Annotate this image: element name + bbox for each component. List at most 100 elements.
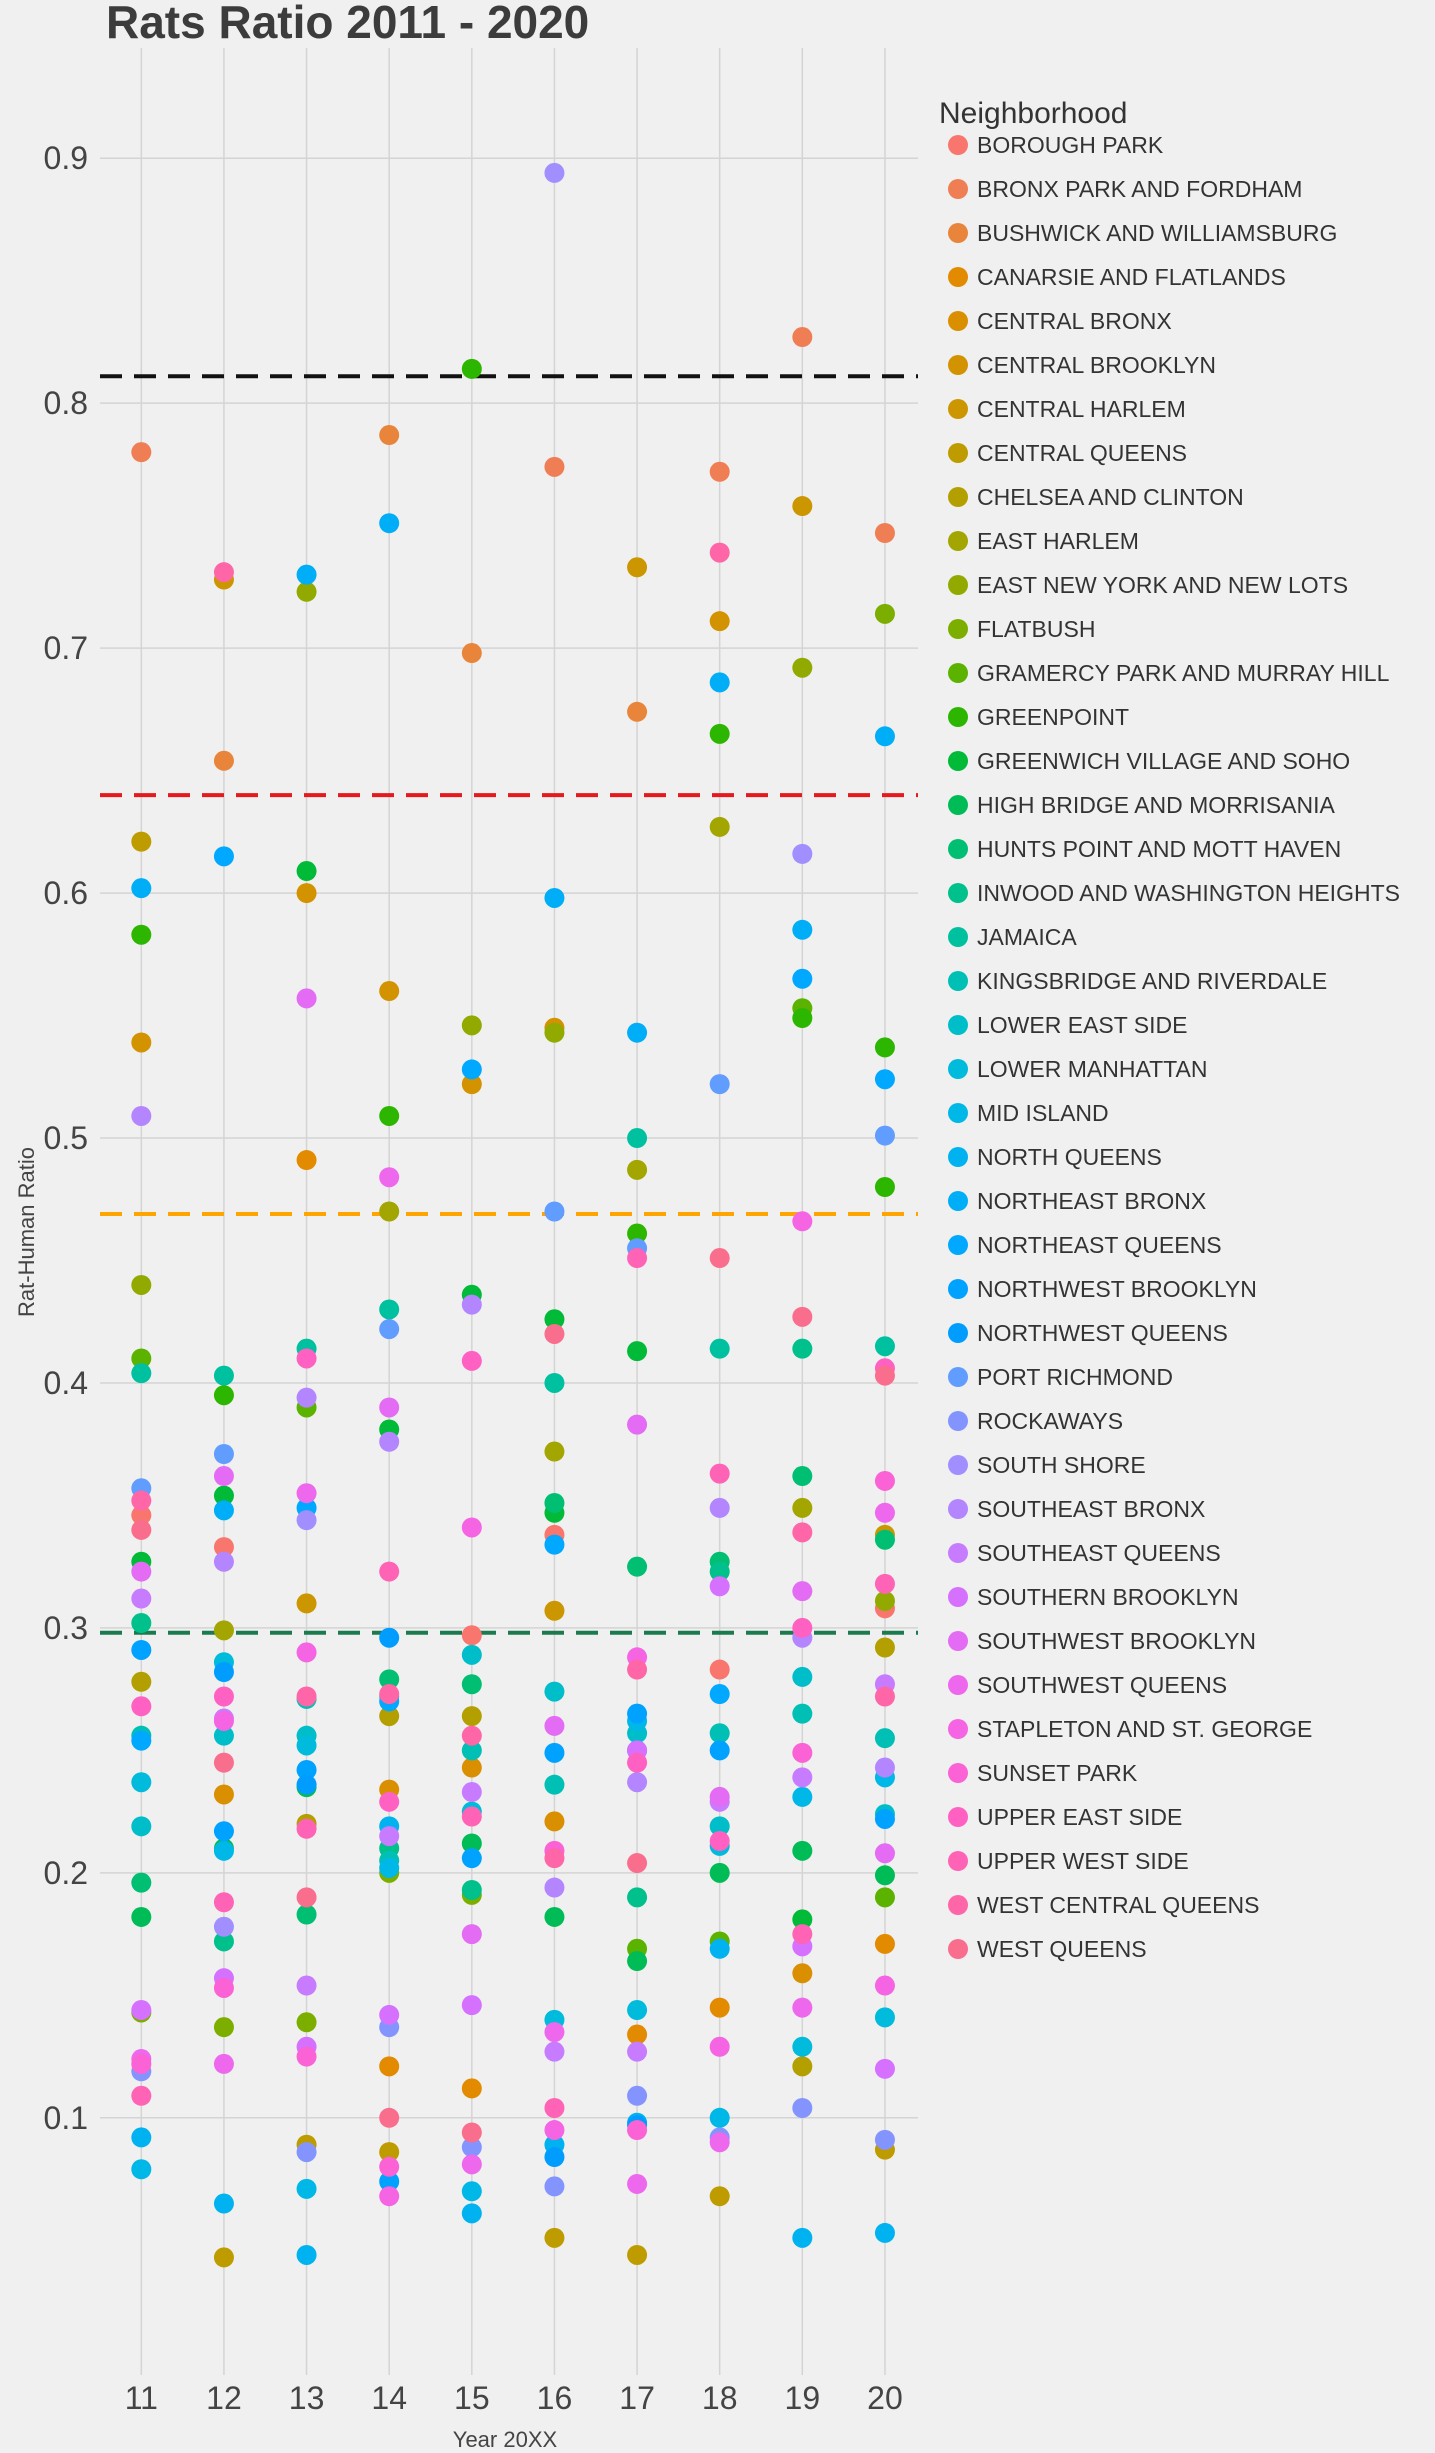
- legend-item: SOUTHEAST BRONX: [948, 1496, 1205, 1522]
- data-point: [627, 1772, 648, 1793]
- data-points: [131, 162, 895, 2268]
- data-point: [709, 2186, 730, 2207]
- data-point: [627, 1752, 648, 1773]
- data-point: [709, 1074, 730, 1095]
- data-point: [213, 1662, 234, 1683]
- data-point: [379, 2107, 400, 2128]
- legend-item: PORT RICHMOND: [948, 1364, 1173, 1390]
- data-point: [709, 1338, 730, 1359]
- data-point: [544, 1906, 565, 1927]
- legend-item: CHELSEA AND CLINTON: [948, 484, 1244, 510]
- data-point: [379, 981, 400, 1002]
- data-point: [379, 1299, 400, 1320]
- data-point: [792, 919, 813, 940]
- data-point: [544, 1022, 565, 1043]
- data-point: [792, 1522, 813, 1543]
- data-point: [296, 988, 317, 1009]
- data-point: [213, 1840, 234, 1861]
- legend-item: JAMAICA: [948, 924, 1077, 950]
- legend: Neighborhood BOROUGH PARK BRONX PARK AND …: [939, 97, 1400, 1962]
- data-point: [627, 1556, 648, 1577]
- data-point: [874, 2058, 895, 2079]
- data-point: [213, 1500, 234, 1521]
- data-point: [544, 2041, 565, 2062]
- legend-marker: [948, 883, 968, 903]
- data-point: [709, 1497, 730, 1518]
- data-point: [627, 1341, 648, 1362]
- data-point: [874, 1069, 895, 1090]
- data-point: [461, 1674, 482, 1695]
- legend-marker: [948, 487, 968, 507]
- legend-marker: [948, 707, 968, 727]
- data-point: [131, 1906, 152, 1927]
- data-point: [131, 2000, 152, 2021]
- reference-lines: [100, 374, 918, 1635]
- data-point: [213, 1710, 234, 1731]
- data-point: [379, 1857, 400, 1878]
- legend-marker: [948, 575, 968, 595]
- data-point: [709, 461, 730, 482]
- legend-marker: [948, 1763, 968, 1783]
- legend-label: INWOOD AND WASHINGTON HEIGHTS: [977, 880, 1400, 906]
- data-point: [296, 1774, 317, 1795]
- legend-label: ROCKAWAYS: [977, 1408, 1123, 1434]
- data-point: [131, 2159, 152, 2180]
- y-axis-label: Rat-Human Ratio: [14, 1147, 39, 1317]
- data-point: [213, 1466, 234, 1487]
- data-point: [296, 2178, 317, 2199]
- data-point: [792, 1666, 813, 1687]
- legend-label: STAPLETON AND ST. GEORGE: [977, 1716, 1312, 1742]
- data-point: [461, 1644, 482, 1665]
- y-tick-label: 0.6: [44, 875, 88, 911]
- legend-marker: [948, 971, 968, 991]
- data-point: [213, 2247, 234, 2268]
- legend-marker: [948, 1279, 968, 1299]
- data-point: [296, 883, 317, 904]
- data-point: [709, 1862, 730, 1883]
- data-point: [874, 603, 895, 624]
- data-point: [131, 1032, 152, 1053]
- data-point: [709, 816, 730, 837]
- data-point: [709, 1997, 730, 2018]
- legend-item: CENTRAL BRONX: [948, 308, 1172, 334]
- legend-label: SOUTHERN BROOKLYN: [977, 1584, 1239, 1610]
- legend-item: HUNTS POINT AND MOTT HAVEN: [948, 836, 1341, 862]
- data-point: [131, 1816, 152, 1837]
- legend-label: CENTRAL BRONX: [977, 308, 1172, 334]
- y-tick-label: 0.5: [44, 1120, 88, 1156]
- x-tick-label: 15: [454, 2380, 490, 2416]
- data-point: [792, 1617, 813, 1638]
- data-point: [544, 1201, 565, 1222]
- x-tick-label: 20: [867, 2380, 903, 2416]
- data-point: [792, 843, 813, 864]
- legend-item: NORTHWEST QUEENS: [948, 1320, 1228, 1346]
- data-point: [461, 1725, 482, 1746]
- data-point: [792, 496, 813, 517]
- data-point: [296, 2244, 317, 2265]
- data-point: [627, 2085, 648, 2106]
- data-point: [627, 1951, 648, 1972]
- data-point: [131, 924, 152, 945]
- data-point: [792, 1924, 813, 1945]
- legend-label: UPPER EAST SIDE: [977, 1804, 1182, 1830]
- data-point: [792, 968, 813, 989]
- data-point: [379, 2004, 400, 2025]
- data-point: [627, 1128, 648, 1149]
- y-tick-label: 0.4: [44, 1365, 88, 1401]
- data-point: [709, 2107, 730, 2128]
- legend-label: NORTHWEST QUEENS: [977, 1320, 1228, 1346]
- data-point: [296, 1735, 317, 1756]
- legend-label: CANARSIE AND FLATLANDS: [977, 264, 1286, 290]
- data-point: [544, 1323, 565, 1344]
- data-point: [131, 1505, 152, 1526]
- data-point: [874, 1808, 895, 1829]
- data-point: [544, 887, 565, 908]
- data-point: [461, 1517, 482, 1538]
- legend-label: GREENPOINT: [977, 704, 1129, 730]
- data-point: [213, 1365, 234, 1386]
- legend-marker: [948, 223, 968, 243]
- legend-item: FLATBUSH: [948, 616, 1095, 642]
- data-point: [627, 1853, 648, 1874]
- legend-label: EAST NEW YORK AND NEW LOTS: [977, 572, 1348, 598]
- legend-label: LOWER EAST SIDE: [977, 1012, 1187, 1038]
